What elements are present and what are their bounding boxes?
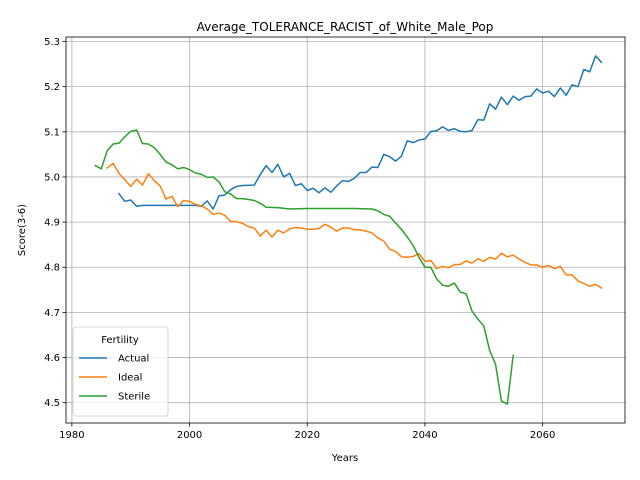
series-lines: [94, 55, 603, 405]
legend-title: Fertility: [101, 335, 139, 346]
y-tick-label: 4.8: [44, 263, 60, 274]
x-tick-label: 1980: [59, 430, 84, 441]
legend: Fertility Actual Ideal Sterile: [72, 326, 169, 417]
y-axis-label: Score(3-6): [17, 204, 28, 256]
x-tick-label: 2040: [412, 430, 437, 441]
x-tick-label: 2000: [177, 430, 202, 441]
y-tick-label: 5.3: [44, 37, 60, 48]
y-tick-label: 4.6: [44, 353, 60, 364]
y-tick-label: 4.9: [44, 218, 60, 229]
x-tick-label: 2060: [530, 430, 555, 441]
y-tick-label: 5.0: [44, 172, 60, 183]
x-tick-label: 2020: [295, 430, 320, 441]
y-tick-label: 5.2: [44, 82, 60, 93]
series-line-sterile: [94, 129, 515, 405]
legend-box: [72, 326, 169, 417]
y-tick-label: 5.1: [44, 127, 60, 138]
series-line-ideal: [106, 162, 603, 290]
legend-label-ideal: Ideal: [118, 373, 142, 384]
legend-label-actual: Actual: [118, 354, 149, 365]
plot-frame: [65, 36, 626, 424]
y-tick-label: 4.5: [44, 398, 60, 409]
x-axis-label: Years: [331, 453, 358, 464]
y-axis-ticks: 4.5 4.6 4.7 4.8 4.9 5.0 5.1 5.2 5.3: [44, 37, 66, 409]
y-tick-label: 4.7: [44, 308, 60, 319]
series-line-actual: [117, 55, 603, 210]
x-axis-ticks: 1980 2000 2020 2040 2060: [59, 423, 555, 441]
chart-title: Average_TOLERANCE_RACIST_of_White_Male_P…: [197, 20, 494, 34]
legend-items: Actual Ideal Sterile: [79, 354, 150, 403]
legend-label-sterile: Sterile: [118, 392, 150, 403]
